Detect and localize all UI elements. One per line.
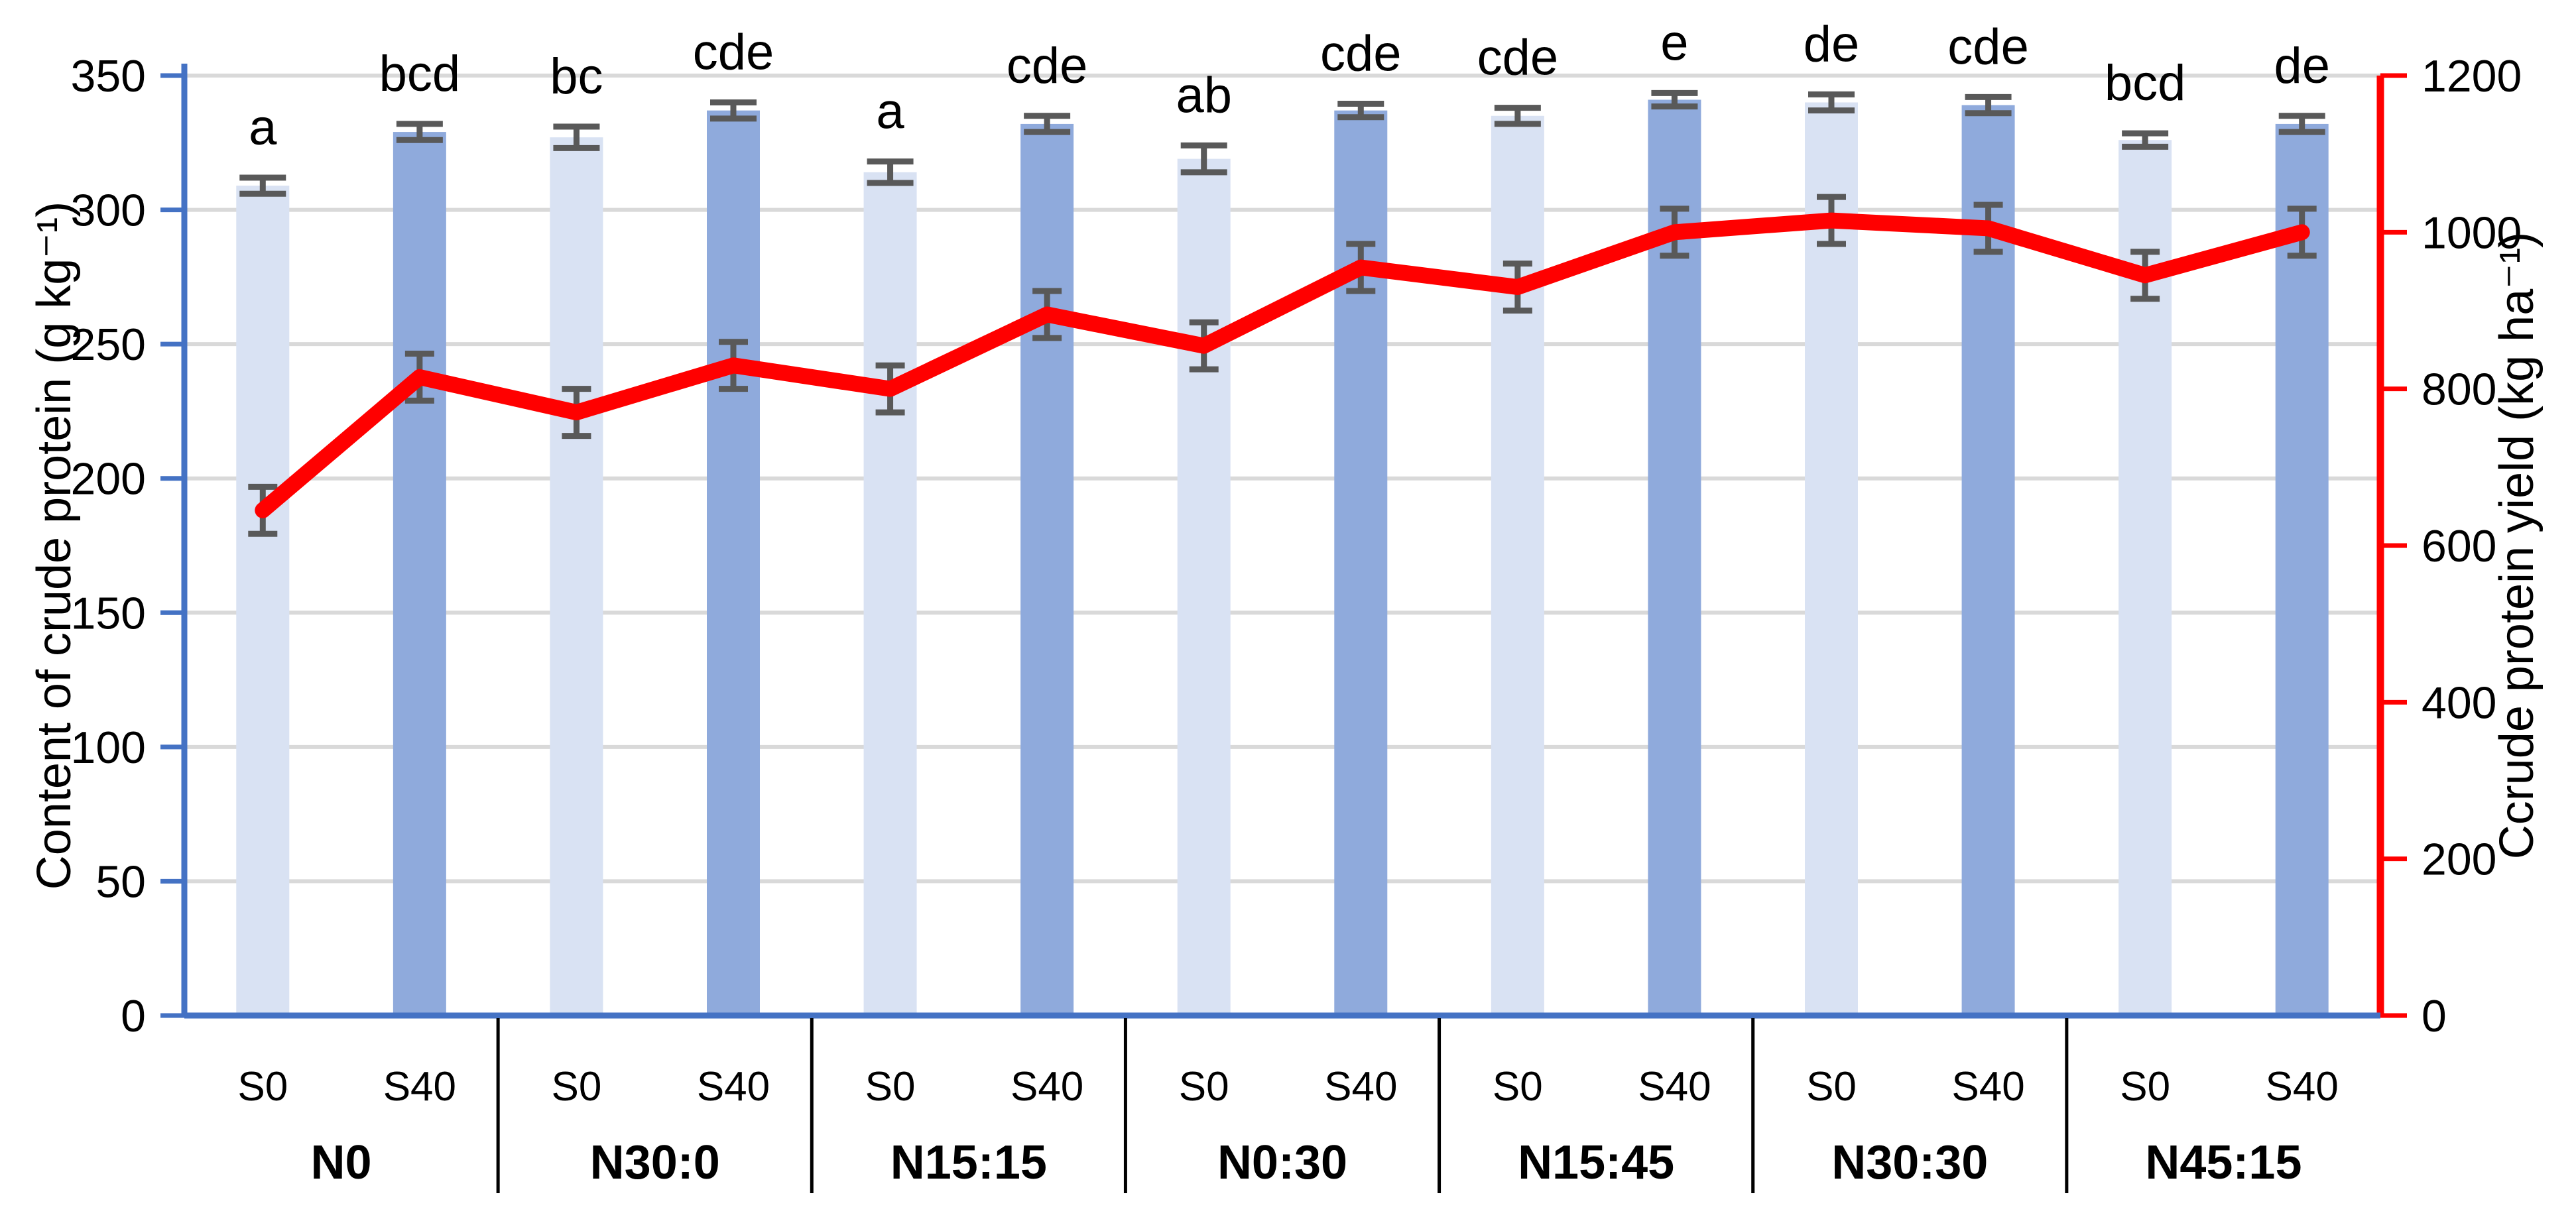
group-label-N30:30: N30:30 — [1831, 1136, 1988, 1189]
group-label-N15:45: N15:45 — [1518, 1136, 1674, 1189]
x-label-N15:15-S40: S40 — [1011, 1064, 1083, 1110]
x-label-N15:45-S0: S0 — [1493, 1064, 1543, 1110]
significance-letter: cde — [693, 25, 774, 81]
right-axis-tick-label: 800 — [2422, 365, 2496, 415]
x-label-N15:15-S0: S0 — [865, 1064, 916, 1110]
group-label-N15:15: N15:15 — [890, 1136, 1047, 1189]
bar-N30:0-S0 — [550, 137, 603, 1016]
significance-letter: a — [876, 84, 904, 140]
significance-letter: bcd — [379, 46, 461, 102]
significance-letter: de — [1804, 16, 1860, 72]
x-label-N30:30-S0: S0 — [1806, 1064, 1857, 1110]
x-label-N0-S40: S40 — [383, 1064, 456, 1110]
right-axis-tick-label: 600 — [2422, 521, 2496, 571]
significance-letter: e — [1660, 15, 1688, 71]
significance-letter: de — [2274, 38, 2330, 94]
left-axis-tick-label: 100 — [71, 723, 146, 773]
right-axis-tick-label: 1000 — [2422, 207, 2522, 258]
left-axis-tick-label: 150 — [71, 588, 146, 638]
x-label-N30:0-S40: S40 — [697, 1064, 770, 1110]
bar-N0-S0 — [236, 186, 290, 1016]
x-label-N45:15-S40: S40 — [2266, 1064, 2339, 1110]
left-axis-tick-label: 200 — [71, 454, 146, 504]
x-label-N15:45-S40: S40 — [1638, 1064, 1711, 1110]
left-axis-tick-label: 50 — [95, 856, 146, 907]
right-axis-tick-label: 400 — [2422, 677, 2496, 728]
x-label-N45:15-S0: S0 — [2120, 1064, 2170, 1110]
left-axis-title: Content of crude protein (g kg⁻¹) — [28, 201, 81, 890]
left-axis-tick-label: 350 — [71, 51, 146, 101]
significance-letter: bcd — [2105, 55, 2186, 111]
right-axis-tick-label: 200 — [2422, 835, 2496, 885]
group-label-N0: N0 — [311, 1136, 372, 1189]
significance-letter: cde — [1477, 30, 1559, 86]
left-axis-tick-label: 300 — [71, 186, 146, 236]
x-label-N0:30-S0: S0 — [1179, 1064, 1229, 1110]
significance-letter: a — [249, 99, 277, 156]
x-label-N0-S0: S0 — [237, 1064, 288, 1110]
significance-letter: ab — [1176, 67, 1232, 123]
significance-letter: cde — [1320, 26, 1402, 82]
x-label-N30:30-S40: S40 — [1951, 1064, 2024, 1110]
bar-N15:15-S0 — [863, 172, 917, 1016]
bar-N45:15-S40 — [2275, 123, 2329, 1016]
left-axis-tick-label: 0 — [121, 991, 146, 1041]
bar-N0:30-S0 — [1177, 158, 1231, 1016]
left-axis-tick-label: 250 — [71, 320, 146, 370]
significance-letter: bc — [550, 48, 603, 105]
x-label-N0:30-S40: S40 — [1324, 1064, 1397, 1110]
bar-N30:30-S40 — [1961, 105, 2015, 1016]
group-label-N45:15: N45:15 — [2145, 1136, 2301, 1189]
x-label-N30:0-S0: S0 — [552, 1064, 602, 1110]
right-axis-title: Ccrude protein yield (kg ha⁻¹) — [2490, 231, 2544, 860]
bar-N30:30-S0 — [1805, 102, 1858, 1016]
group-label-N30:0: N30:0 — [590, 1136, 720, 1189]
bar-N30:0-S40 — [707, 110, 760, 1016]
group-label-N0:30: N0:30 — [1217, 1136, 1347, 1189]
significance-letter: cde — [1007, 38, 1088, 94]
crude-protein-yield-line — [255, 212, 2310, 518]
right-axis-tick-label: 1200 — [2422, 51, 2522, 101]
bar-N15:45-S0 — [1491, 115, 1544, 1016]
significance-letter: cde — [1947, 19, 2029, 75]
bar-N15:15-S40 — [1020, 123, 1074, 1016]
bar-N0-S40 — [393, 132, 446, 1016]
right-axis-tick-label: 0 — [2422, 991, 2447, 1041]
